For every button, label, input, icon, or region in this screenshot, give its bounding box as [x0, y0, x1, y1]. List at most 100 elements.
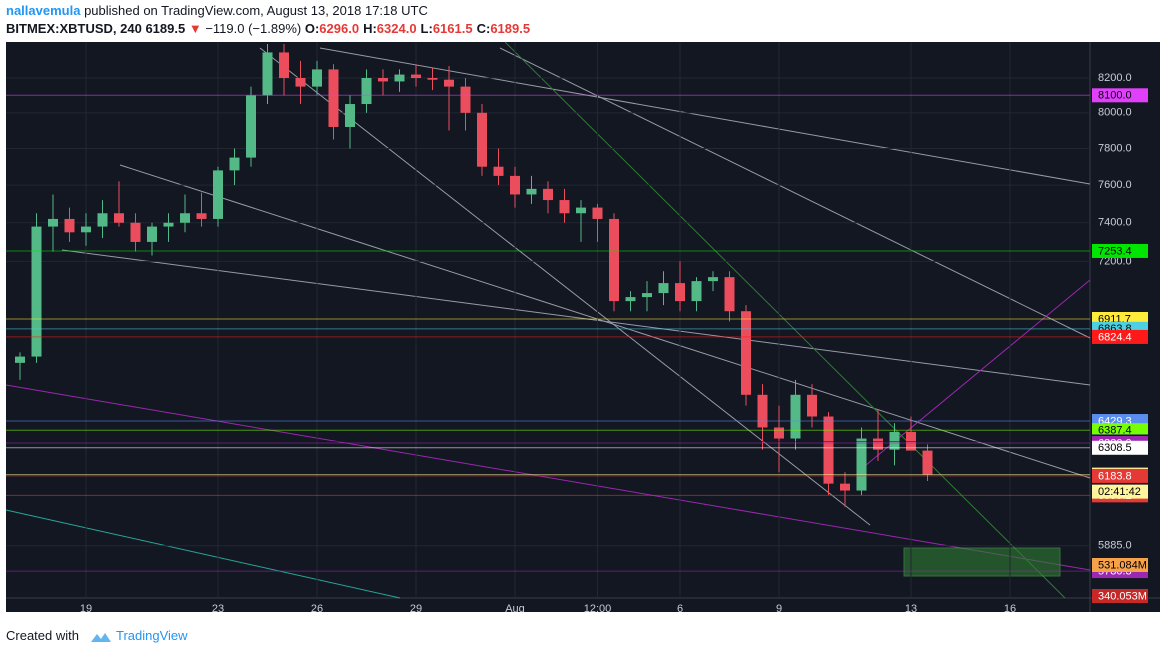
- footer: Created with TradingView: [6, 628, 188, 644]
- x-tick-label: 12:00: [584, 603, 612, 612]
- candle-body: [394, 74, 405, 82]
- trend-line: [5, 509, 401, 599]
- y-tick-label: 7800.0: [1098, 142, 1132, 154]
- price-tag: [1092, 88, 1148, 103]
- change: −119.0 (−1.89%): [205, 21, 302, 36]
- logo: [90, 632, 111, 642]
- price-tag-label: 6824.4: [1098, 331, 1132, 343]
- candle-body: [31, 226, 42, 357]
- price-tag: [1092, 440, 1148, 455]
- candle-body: [15, 356, 25, 363]
- candle-body: [361, 77, 372, 105]
- ohlc: O:6296.0 H:6324.0 L:6161.5 C:6189.5: [305, 21, 534, 36]
- arrow: ▼: [188, 21, 202, 36]
- x-tick-label: 6: [677, 603, 683, 612]
- ohlc-key: C:: [476, 21, 491, 36]
- candle-body: [873, 438, 883, 450]
- candle-body: [213, 170, 223, 219]
- last: 6189.5: [145, 21, 186, 36]
- price-tag: [1092, 423, 1148, 438]
- candle-body: [312, 69, 322, 87]
- y-tick-label: 7200.0: [1098, 255, 1132, 267]
- x-tick-label: 29: [410, 603, 422, 612]
- candle-body: [295, 77, 306, 87]
- x-tick-label: 23: [212, 603, 224, 612]
- trend-line: [319, 47, 1091, 185]
- price-tag-label: 6308.5: [1098, 442, 1132, 454]
- trend-line: [259, 47, 871, 526]
- created: Created with: [6, 628, 79, 643]
- trend-line: [5, 384, 1091, 571]
- chart-bg: [6, 42, 1160, 612]
- candle-body: [708, 277, 718, 282]
- x-tick-label: 19: [80, 603, 92, 612]
- chart: 8200.0 8000.0 7800.0 7600.0 7400.0 7200.0 5885…: [5, 41, 1160, 612]
- price-tag-label: 6387.4: [1098, 425, 1132, 437]
- ohlc-key: L:: [420, 21, 433, 36]
- candle-body: [592, 207, 603, 219]
- trend-line: [499, 47, 1091, 339]
- candle-body: [856, 438, 867, 491]
- price-tag: [1092, 468, 1148, 483]
- symbol: BITMEX:XBTUSD, 240: [6, 21, 142, 36]
- candle-body: [922, 450, 933, 475]
- x-tick-label: 9: [776, 603, 782, 612]
- ohlc-key: H:: [363, 21, 377, 36]
- candle-body: [427, 77, 438, 80]
- ohlc-value: 6296.0: [319, 21, 360, 36]
- candle-body: [559, 200, 570, 214]
- candle-body: [180, 213, 190, 223]
- candle-body: [790, 394, 801, 439]
- candle-body: [328, 69, 339, 127]
- candle-body: [526, 188, 537, 195]
- candle-body: [493, 166, 504, 176]
- price-tag-label: 8100.0: [1098, 90, 1132, 102]
- candle-body: [460, 86, 471, 113]
- trend-line: [504, 41, 1066, 599]
- candle-body: [262, 52, 273, 96]
- x-tick-label: 16: [1004, 603, 1016, 612]
- candle-body: [444, 79, 454, 87]
- y-tick-label: 5885.0: [1098, 540, 1132, 552]
- candle-body: [625, 297, 636, 302]
- trend-lines: [61, 47, 1091, 526]
- y-tick-label: 8200.0: [1098, 72, 1132, 84]
- price-tag: [1092, 243, 1148, 258]
- price-tag-label: 531.084M: [1098, 559, 1147, 571]
- candle-body: [757, 394, 768, 428]
- y-tick-label: 7400.0: [1098, 217, 1132, 229]
- user[interactable]: nallavemula: [6, 3, 81, 18]
- candle-body: [229, 157, 240, 171]
- ohlc-value: 6189.5: [490, 21, 531, 36]
- candle-body: [823, 416, 834, 484]
- candle-body: [543, 188, 553, 201]
- ohlc-key: O:: [304, 21, 320, 36]
- y-tick-label: 8000.0: [1098, 107, 1132, 119]
- candle-body: [279, 52, 289, 78]
- candle-body: [163, 222, 174, 227]
- candle-body: [345, 104, 355, 127]
- candle-body: [81, 226, 91, 233]
- candle-body: [246, 95, 256, 158]
- candle-body: [807, 394, 817, 417]
- price-tag: [1092, 484, 1148, 499]
- x-tick-label: 13: [905, 603, 917, 612]
- trend-line: [61, 249, 1091, 386]
- candle-body: [774, 427, 784, 439]
- candle-body: [741, 311, 751, 395]
- symbol-line: BITMEX:XBTUSD, 240 6189.5 ▼ −119.0 (−1.8…: [6, 21, 534, 36]
- publish-line: nallavemula published on TradingView.com…: [6, 3, 428, 18]
- published: published on TradingView.com, August 13,…: [84, 3, 428, 18]
- price-tag-label: 340.053M: [1098, 590, 1147, 602]
- candle-body: [510, 175, 520, 195]
- price-tag-label: 7253.4: [1098, 245, 1132, 257]
- brand[interactable]: TradingView: [116, 628, 188, 643]
- candle-body: [691, 281, 702, 302]
- candle-body: [609, 218, 619, 302]
- candle-body: [675, 283, 685, 302]
- ohlc-value: 6161.5: [432, 21, 473, 36]
- candle-body: [576, 207, 586, 214]
- candle-body: [840, 483, 850, 491]
- candle-body: [97, 213, 108, 227]
